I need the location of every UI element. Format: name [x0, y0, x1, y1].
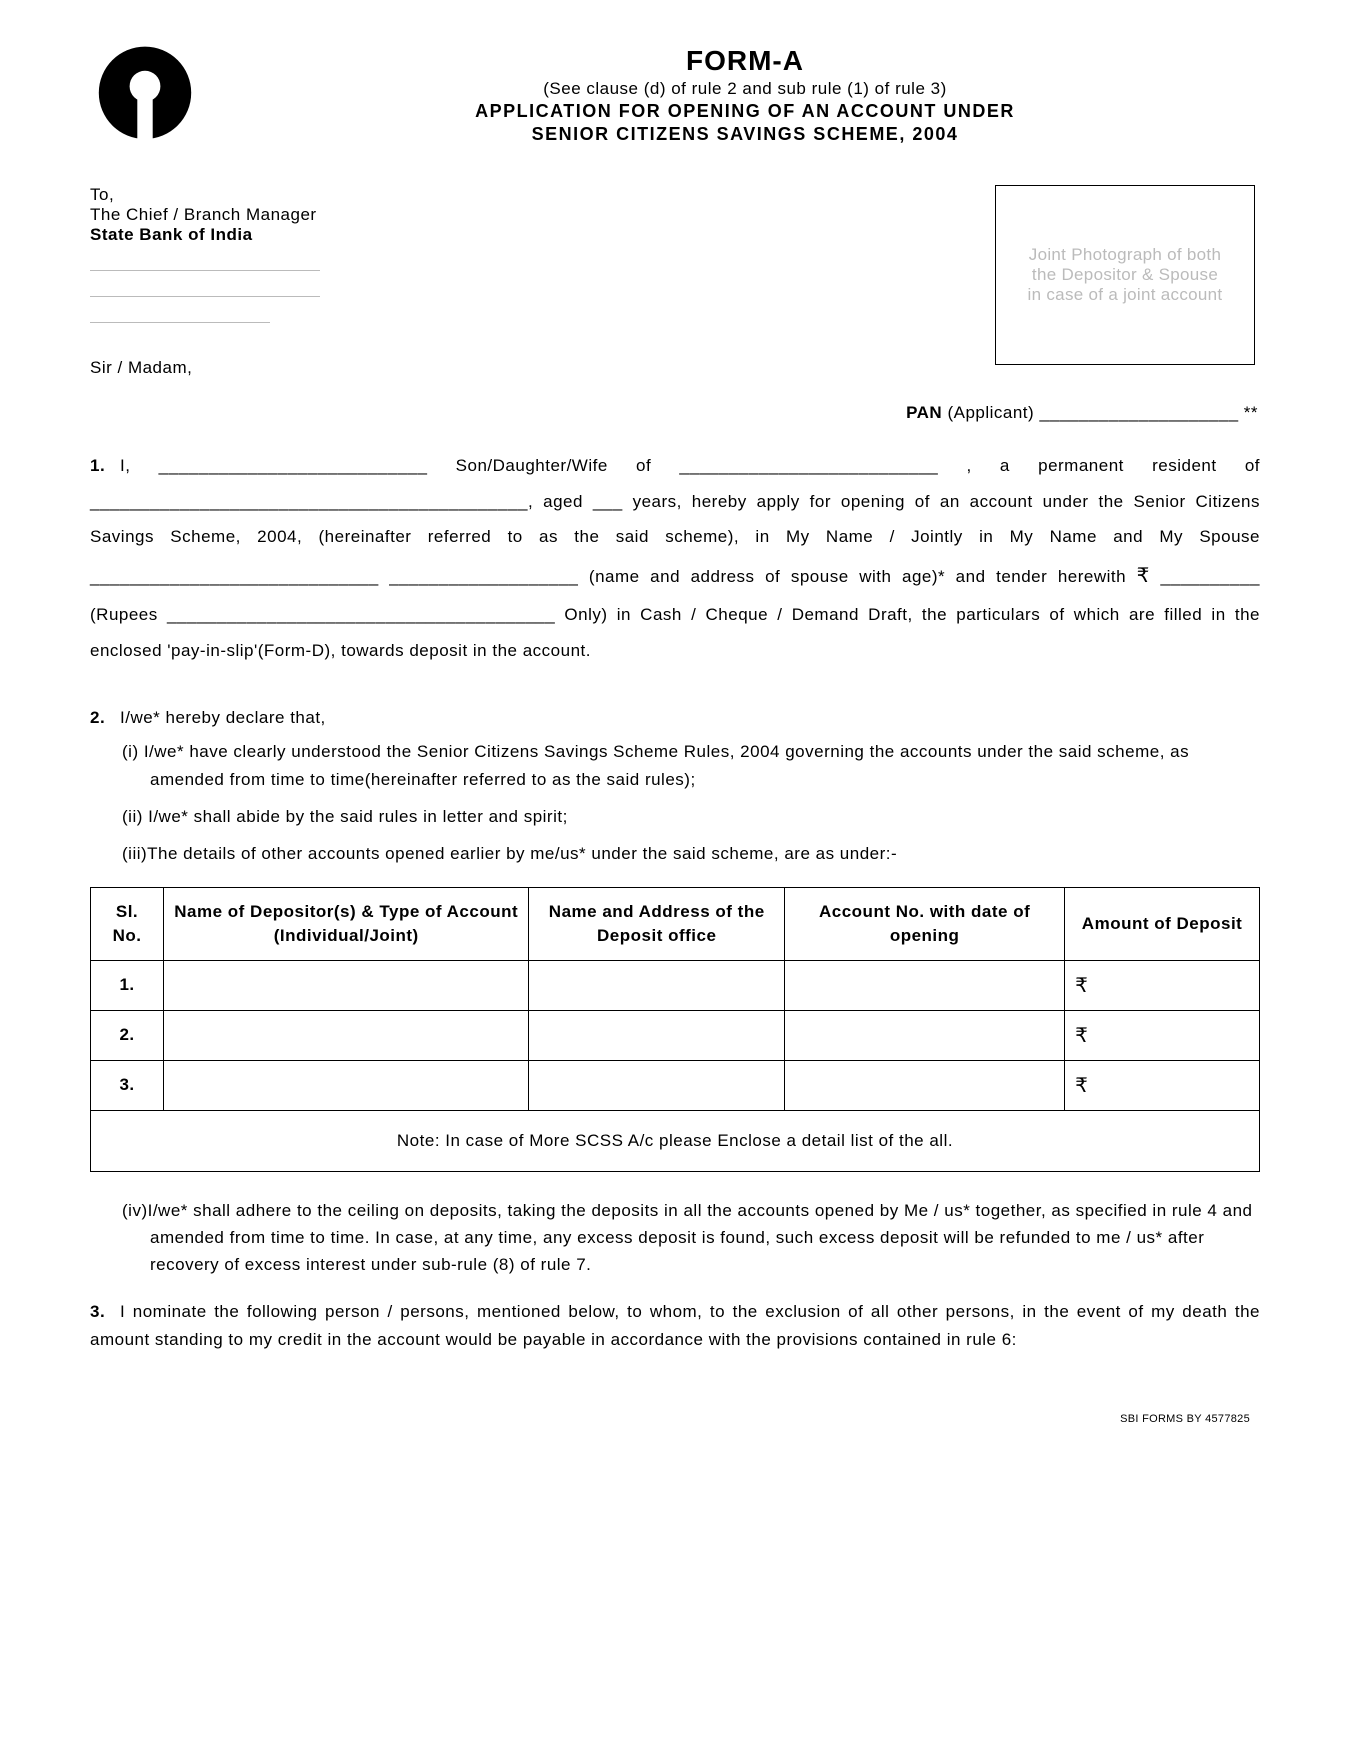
para-1-text: I, ___________________________ Son/Daugh… [90, 456, 1260, 586]
pan-stars: ** [1244, 403, 1258, 422]
photo-line-1: Joint Photograph of both [1006, 245, 1244, 265]
cell-account[interactable] [785, 1010, 1065, 1060]
table-note: Note: In case of More SCSS A/c please En… [91, 1110, 1260, 1171]
para-3-num: 3. [90, 1298, 120, 1325]
para-2-ii: (ii) I/we* shall abide by the said rules… [90, 803, 1260, 830]
branch-blank-1[interactable] [90, 249, 320, 271]
branch-blank-2[interactable] [90, 275, 320, 297]
photo-box[interactable]: Joint Photograph of both the Depositor &… [995, 185, 1255, 365]
subclause: (See clause (d) of rule 2 and sub rule (… [230, 79, 1260, 99]
para-2-head: 2.I/we* hereby declare that, [90, 708, 1260, 728]
page: FORM-A (See clause (d) of rule 2 and sub… [0, 0, 1350, 1455]
para-3: 3.I nominate the following person / pers… [90, 1298, 1260, 1352]
para-2-i: (i) I/we* have clearly understood the Se… [90, 738, 1260, 792]
address-photo-row: To, The Chief / Branch Manager State Ban… [90, 185, 1260, 378]
table-header-row: Sl. No. Name of Depositor(s) & Type of A… [91, 888, 1260, 961]
para-1-num: 1. [90, 448, 120, 484]
table-note-row: Note: In case of More SCSS A/c please En… [91, 1110, 1260, 1171]
th-sl: Sl. No. [91, 888, 164, 961]
form-title: FORM-A [230, 45, 1260, 77]
cell-office[interactable] [529, 1060, 785, 1110]
table-row: 2. ₹ [91, 1010, 1260, 1060]
table-row: 3. ₹ [91, 1060, 1260, 1110]
rupee-icon: ₹ [1075, 1075, 1088, 1097]
cell-account[interactable] [785, 960, 1065, 1010]
cell-amount[interactable]: ₹ [1065, 960, 1260, 1010]
pan-label: PAN [906, 403, 942, 422]
rupee-icon: ₹ [1075, 1025, 1088, 1047]
cell-amount[interactable]: ₹ [1065, 1060, 1260, 1110]
cell-depositor[interactable] [164, 1060, 529, 1110]
footer: SBI FORMS BY 4577825 [90, 1413, 1260, 1425]
app-title-2: SENIOR CITIZENS SAVINGS SCHEME, 2004 [230, 124, 1260, 145]
cell-sl: 3. [91, 1060, 164, 1110]
salutation: Sir / Madam, [90, 358, 320, 378]
cell-depositor[interactable] [164, 1010, 529, 1060]
bank-name: State Bank of India [90, 225, 320, 245]
address-block: To, The Chief / Branch Manager State Ban… [90, 185, 320, 378]
th-account: Account No. with date of opening [785, 888, 1065, 961]
photo-line-3: in case of a joint account [1006, 285, 1244, 305]
app-title-1: APPLICATION FOR OPENING OF AN ACCOUNT UN… [230, 101, 1260, 122]
to-label: To, [90, 185, 320, 205]
table-row: 1. ₹ [91, 960, 1260, 1010]
para-2-iv: (iv)I/we* shall adhere to the ceiling on… [90, 1197, 1260, 1279]
branch-blank-3[interactable] [90, 301, 270, 323]
photo-line-2: the Depositor & Spouse [1006, 265, 1244, 285]
para-1: 1.I, ___________________________ Son/Dau… [90, 448, 1260, 668]
cell-depositor[interactable] [164, 960, 529, 1010]
cell-amount[interactable]: ₹ [1065, 1010, 1260, 1060]
cell-office[interactable] [529, 960, 785, 1010]
rupee-icon: ₹ [1137, 565, 1150, 587]
para-2-iii: (iii)The details of other accounts opene… [90, 840, 1260, 867]
th-amount: Amount of Deposit [1065, 888, 1260, 961]
cell-sl: 1. [91, 960, 164, 1010]
cell-office[interactable] [529, 1010, 785, 1060]
para-2-text: I/we* hereby declare that, [120, 708, 326, 727]
pan-blank[interactable]: ____________________ [1039, 403, 1238, 422]
header-row: FORM-A (See clause (d) of rule 2 and sub… [90, 40, 1260, 155]
pan-sub: (Applicant) [947, 403, 1034, 422]
th-office: Name and Address of the Deposit office [529, 888, 785, 961]
cell-sl: 2. [91, 1010, 164, 1060]
sbi-logo-icon [90, 40, 200, 155]
rupee-icon: ₹ [1075, 975, 1088, 997]
th-depositor: Name of Depositor(s) & Type of Account (… [164, 888, 529, 961]
para-3-text: I nominate the following person / person… [90, 1302, 1260, 1348]
cell-account[interactable] [785, 1060, 1065, 1110]
accounts-table: Sl. No. Name of Depositor(s) & Type of A… [90, 887, 1260, 1172]
header-text: FORM-A (See clause (d) of rule 2 and sub… [230, 40, 1260, 145]
para-2-num: 2. [90, 708, 120, 728]
recipient-line: The Chief / Branch Manager [90, 205, 320, 225]
pan-row: PAN (Applicant) ____________________ ** [90, 403, 1260, 423]
